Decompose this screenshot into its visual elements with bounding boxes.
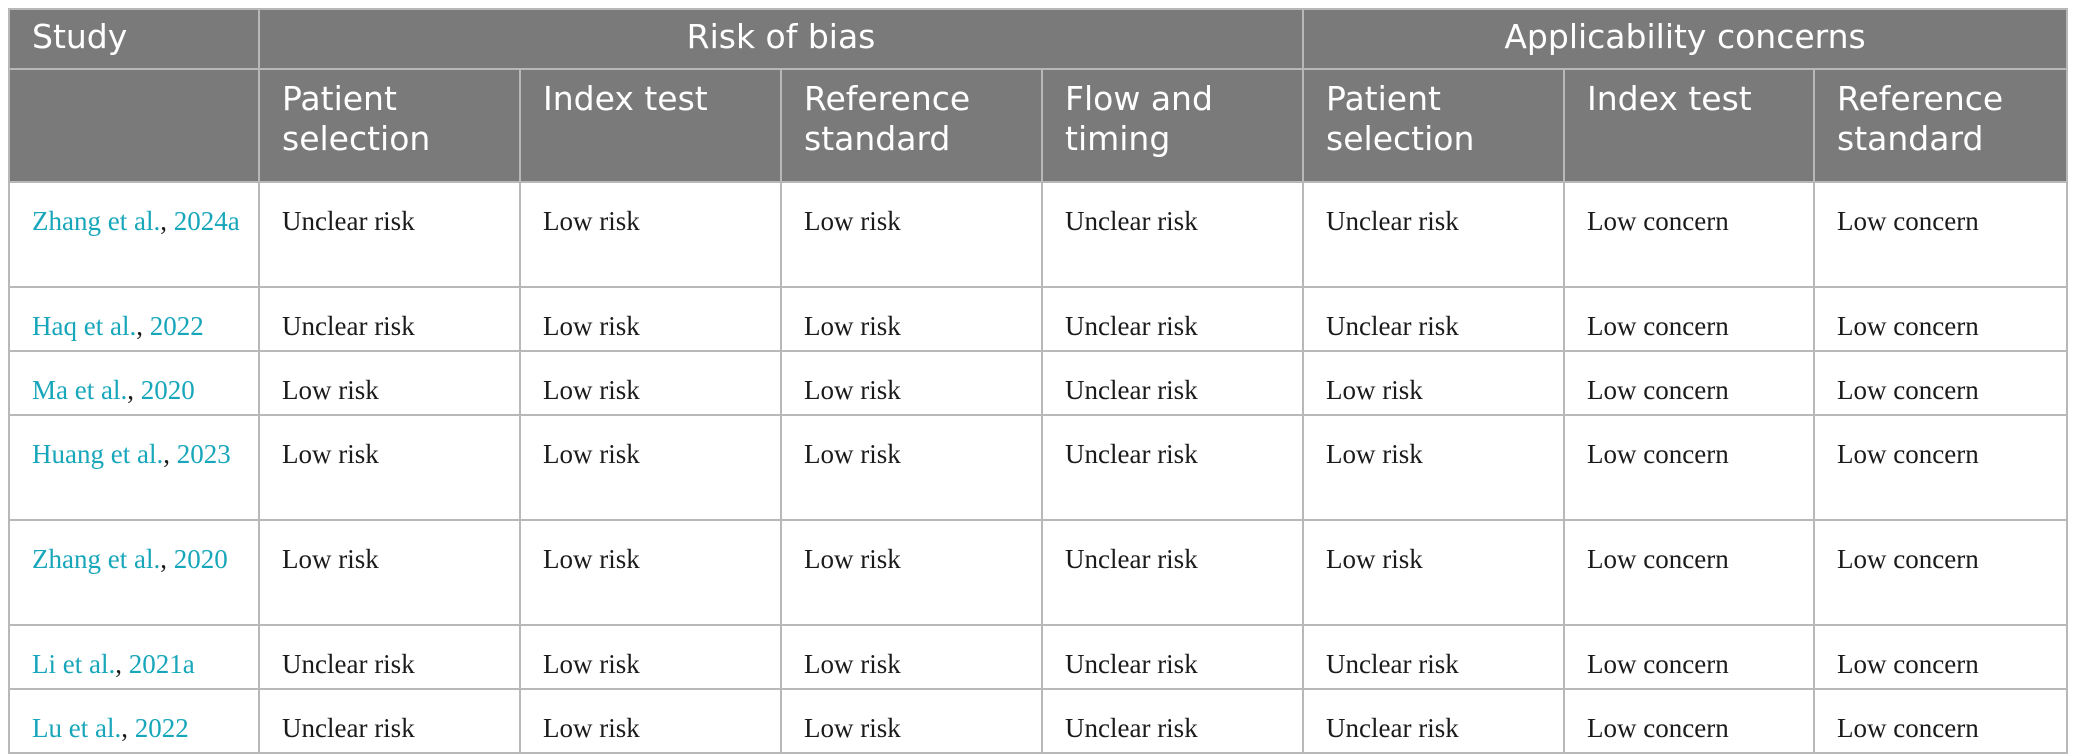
table-cell: Low concern — [1813, 350, 2069, 416]
table-row: Zhang et al., 2020 Low risk Low risk Low… — [8, 519, 2069, 626]
study-author-link[interactable]: Zhang et al. — [32, 206, 161, 236]
table-cell: Low concern — [1813, 688, 2069, 754]
table-cell: Unclear risk — [1040, 624, 1305, 690]
table-cell: Low risk — [780, 286, 1043, 352]
table-row: Li et al., 2021a Unclear risk Low risk L… — [8, 624, 2069, 690]
header-row-groups: Study Risk of bias Applicability concern… — [8, 8, 2069, 70]
column-header-study: Study — [8, 8, 260, 70]
table-cell: Low risk — [519, 414, 782, 521]
table-cell: Low concern — [1813, 624, 2069, 690]
group-header-applicability-concerns: Applicability concerns — [1302, 8, 2069, 70]
table-cell: Low risk — [519, 624, 782, 690]
table-cell: Low risk — [780, 414, 1043, 521]
table-cell: Low risk — [780, 688, 1043, 754]
table-cell: Low risk — [258, 350, 521, 416]
study-author-link[interactable]: Li et al. — [32, 649, 116, 679]
table-cell: Unclear risk — [1040, 350, 1305, 416]
study-author-link[interactable]: Zhang et al. — [32, 544, 161, 574]
table-cell: Low risk — [1302, 519, 1566, 626]
study-author-link[interactable]: Lu et al. — [32, 713, 122, 743]
table-row: Huang et al., 2023 Low risk Low risk Low… — [8, 414, 2069, 521]
table-cell: Low concern — [1563, 286, 1816, 352]
table-cell: Unclear risk — [258, 181, 521, 288]
study-year-link[interactable]: 2021a — [128, 649, 195, 679]
table-cell: Low risk — [258, 414, 521, 521]
table-cell: Low risk — [780, 181, 1043, 288]
table-row: Ma et al., 2020 Low risk Low risk Low ri… — [8, 350, 2069, 416]
group-header-risk-of-bias: Risk of bias — [257, 8, 1305, 70]
column-header-blank — [8, 68, 260, 183]
study-author-link[interactable]: Huang et al. — [32, 439, 164, 469]
table-cell: Unclear risk — [1302, 624, 1566, 690]
column-header-ac-index-test: Index test — [1563, 68, 1816, 183]
table-cell: Low risk — [780, 519, 1043, 626]
study-cell: Huang et al., 2023 — [8, 414, 260, 521]
column-header-rob-index-test: Index test — [519, 68, 782, 183]
table-cell: Unclear risk — [1040, 688, 1305, 754]
table-cell: Low concern — [1813, 286, 2069, 352]
table-cell: Low concern — [1563, 414, 1816, 521]
table-cell: Unclear risk — [258, 624, 521, 690]
table-row: Zhang et al., 2024a Unclear risk Low ris… — [8, 181, 2069, 288]
table-cell: Low concern — [1563, 350, 1816, 416]
table-cell: Low concern — [1813, 181, 2069, 288]
table-cell: Unclear risk — [1302, 688, 1566, 754]
column-header-rob-patient-selection: Patient selection — [258, 68, 521, 183]
header-row-subcolumns: Patient selection Index test Reference s… — [8, 68, 2069, 183]
study-author-link[interactable]: Ma et al. — [32, 375, 128, 405]
study-year-link[interactable]: 2020 — [140, 375, 195, 405]
table-cell: Low concern — [1563, 519, 1816, 626]
table-cell: Low risk — [519, 286, 782, 352]
table-cell: Low risk — [519, 181, 782, 288]
study-year-link[interactable]: 2024a — [173, 206, 240, 236]
table-row: Haq et al., 2022 Unclear risk Low risk L… — [8, 286, 2069, 352]
table-cell: Unclear risk — [1040, 181, 1305, 288]
column-header-ac-patient-selection: Patient selection — [1302, 68, 1566, 183]
table-cell: Low risk — [519, 688, 782, 754]
quality-assessment-table-container: Study Risk of bias Applicability concern… — [8, 8, 2069, 754]
table-cell: Unclear risk — [258, 688, 521, 754]
study-year-link[interactable]: 2022 — [134, 713, 189, 743]
table-cell: Low concern — [1813, 414, 2069, 521]
study-cell: Zhang et al., 2020 — [8, 519, 260, 626]
study-author-link[interactable]: Haq et al. — [32, 311, 137, 341]
quality-assessment-table: Study Risk of bias Applicability concern… — [8, 8, 2069, 754]
table-cell: Low risk — [1302, 414, 1566, 521]
study-year-link[interactable]: 2022 — [149, 311, 204, 341]
table-cell: Low risk — [780, 350, 1043, 416]
study-cell: Haq et al., 2022 — [8, 286, 260, 352]
table-cell: Unclear risk — [1040, 414, 1305, 521]
table-cell: Unclear risk — [258, 286, 521, 352]
table-cell: Low risk — [519, 519, 782, 626]
study-cell: Zhang et al., 2024a — [8, 181, 260, 288]
column-header-ac-reference-standard: Reference standard — [1813, 68, 2069, 183]
table-cell: Low concern — [1563, 181, 1816, 288]
table-cell: Low risk — [519, 350, 782, 416]
table-cell: Unclear risk — [1040, 519, 1305, 626]
study-cell: Li et al., 2021a — [8, 624, 260, 690]
study-cell: Lu et al., 2022 — [8, 688, 260, 754]
table-cell: Unclear risk — [1302, 286, 1566, 352]
table-cell: Unclear risk — [1040, 286, 1305, 352]
column-header-rob-reference-standard: Reference standard — [780, 68, 1043, 183]
table-row: Lu et al., 2022 Unclear risk Low risk Lo… — [8, 688, 2069, 754]
table-cell: Low risk — [1302, 350, 1566, 416]
table-cell: Low concern — [1813, 519, 2069, 626]
study-year-link[interactable]: 2020 — [173, 544, 228, 574]
table-cell: Low risk — [258, 519, 521, 626]
table-cell: Low concern — [1563, 624, 1816, 690]
table-cell: Unclear risk — [1302, 181, 1566, 288]
study-year-link[interactable]: 2023 — [176, 439, 231, 469]
table-body: Zhang et al., 2024a Unclear risk Low ris… — [8, 181, 2069, 754]
table-cell: Low concern — [1563, 688, 1816, 754]
column-header-rob-flow-and-timing: Flow and timing — [1040, 68, 1305, 183]
study-cell: Ma et al., 2020 — [8, 350, 260, 416]
table-cell: Low risk — [780, 624, 1043, 690]
table-header: Study Risk of bias Applicability concern… — [8, 8, 2069, 183]
